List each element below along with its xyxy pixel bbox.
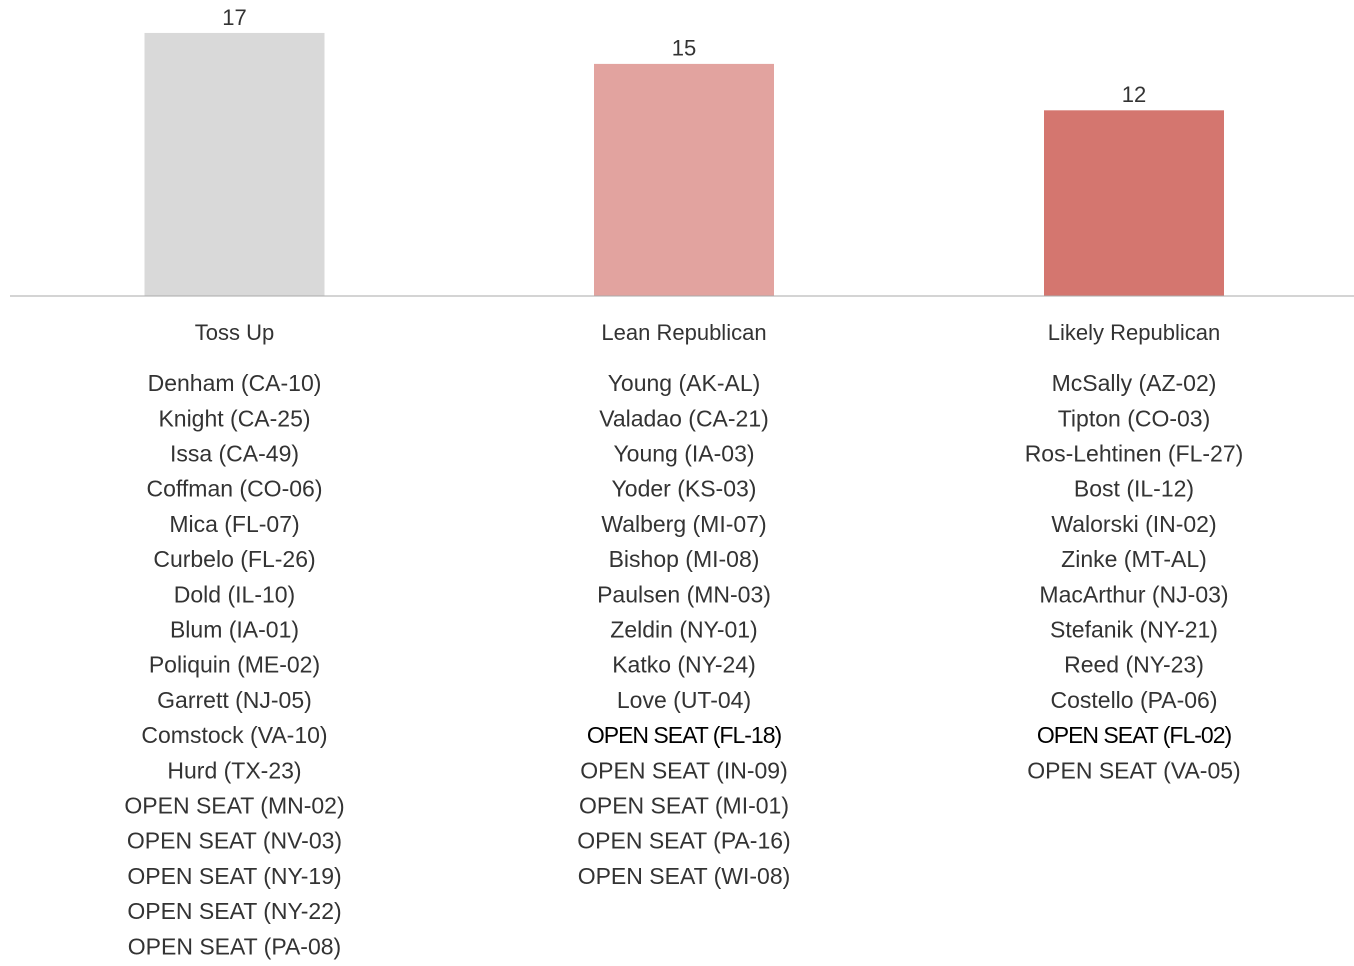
value-label: 15 (672, 36, 696, 61)
seat-item: OPEN SEAT (IN-09) (580, 757, 787, 783)
seat-item: Curbelo (FL-26) (153, 546, 315, 572)
seat-item: OPEN SEAT (NV-03) (127, 828, 342, 854)
category-label: Toss Up (195, 320, 274, 345)
seat-item: OPEN SEAT (FL-02) (1037, 722, 1232, 748)
seat-item: OPEN SEAT (FL-18) (587, 722, 782, 748)
seat-item: Katko (NY-24) (612, 652, 756, 678)
seat-item: Comstock (VA-10) (141, 722, 327, 748)
seat-item: Valadao (CA-21) (599, 405, 769, 431)
seat-item: Costello (PA-06) (1050, 687, 1217, 713)
seat-item: Dold (IL-10) (174, 581, 295, 607)
seat-item: Garrett (NJ-05) (157, 687, 312, 713)
seat-item: OPEN SEAT (NY-19) (127, 863, 341, 889)
seat-item: OPEN SEAT (PA-16) (577, 828, 790, 854)
seat-item: OPEN SEAT (WI-08) (578, 863, 791, 889)
seat-item: OPEN SEAT (MN-02) (124, 792, 344, 818)
seat-item: Walberg (MI-07) (601, 511, 766, 537)
seat-item: OPEN SEAT (NY-22) (127, 898, 341, 924)
category-label: Lean Republican (601, 320, 766, 345)
seat-item: Stefanik (NY-21) (1050, 616, 1218, 642)
value-label: 17 (222, 5, 246, 30)
seat-item: Tipton (CO-03) (1058, 405, 1211, 431)
seat-item: Love (UT-04) (617, 687, 751, 713)
seat-item: Zinke (MT-AL) (1061, 546, 1207, 572)
seat-item: Young (AK-AL) (608, 370, 761, 396)
seat-item: Walorski (IN-02) (1051, 511, 1216, 537)
seat-item: Denham (CA-10) (148, 370, 322, 396)
seat-item: Yoder (KS-03) (612, 476, 757, 502)
seat-item: Bost (IL-12) (1074, 476, 1194, 502)
seat-item: Paulsen (MN-03) (597, 581, 771, 607)
seat-item: Reed (NY-23) (1064, 652, 1204, 678)
seat-item: Hurd (TX-23) (167, 757, 301, 783)
seat-item: Coffman (CO-06) (147, 476, 323, 502)
seat-item: McSally (AZ-02) (1052, 370, 1217, 396)
seat-item: OPEN SEAT (PA-08) (128, 933, 341, 959)
seat-item: OPEN SEAT (MI-01) (579, 792, 789, 818)
seat-item: Zeldin (NY-01) (610, 616, 757, 642)
bar (1044, 110, 1224, 296)
seat-item: Blum (IA-01) (170, 616, 299, 642)
bar (144, 32, 325, 297)
seat-item: Knight (CA-25) (158, 405, 310, 431)
seat-item: Ros-Lehtinen (FL-27) (1025, 440, 1244, 466)
seat-item: MacArthur (NJ-03) (1039, 581, 1228, 607)
seat-item: OPEN SEAT (VA-05) (1027, 757, 1240, 783)
seat-item: Issa (CA-49) (170, 440, 299, 466)
seat-item: Young (IA-03) (613, 440, 754, 466)
seat-item: Bishop (MI-08) (609, 546, 760, 572)
seat-item: Poliquin (ME-02) (149, 652, 320, 678)
category-label: Likely Republican (1048, 320, 1220, 345)
bar (594, 63, 774, 296)
seat-item: Mica (FL-07) (169, 511, 299, 537)
value-label: 12 (1122, 82, 1146, 107)
